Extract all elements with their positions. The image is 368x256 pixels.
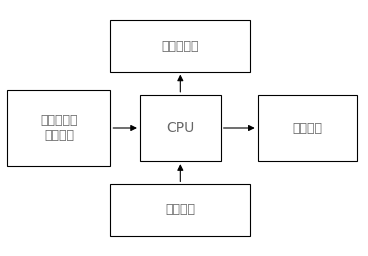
Text: 显示器接口: 显示器接口	[162, 40, 199, 52]
Bar	[140, 95, 221, 161]
Bar	[7, 90, 110, 166]
Bar	[110, 184, 250, 236]
Text: 报警电路: 报警电路	[292, 122, 322, 134]
Text: 键盘接口: 键盘接口	[165, 204, 195, 216]
Text: CPU: CPU	[166, 121, 194, 135]
Bar	[110, 20, 250, 72]
Bar	[258, 95, 357, 161]
Text: 信号采集及
转换模块: 信号采集及 转换模块	[40, 114, 78, 142]
